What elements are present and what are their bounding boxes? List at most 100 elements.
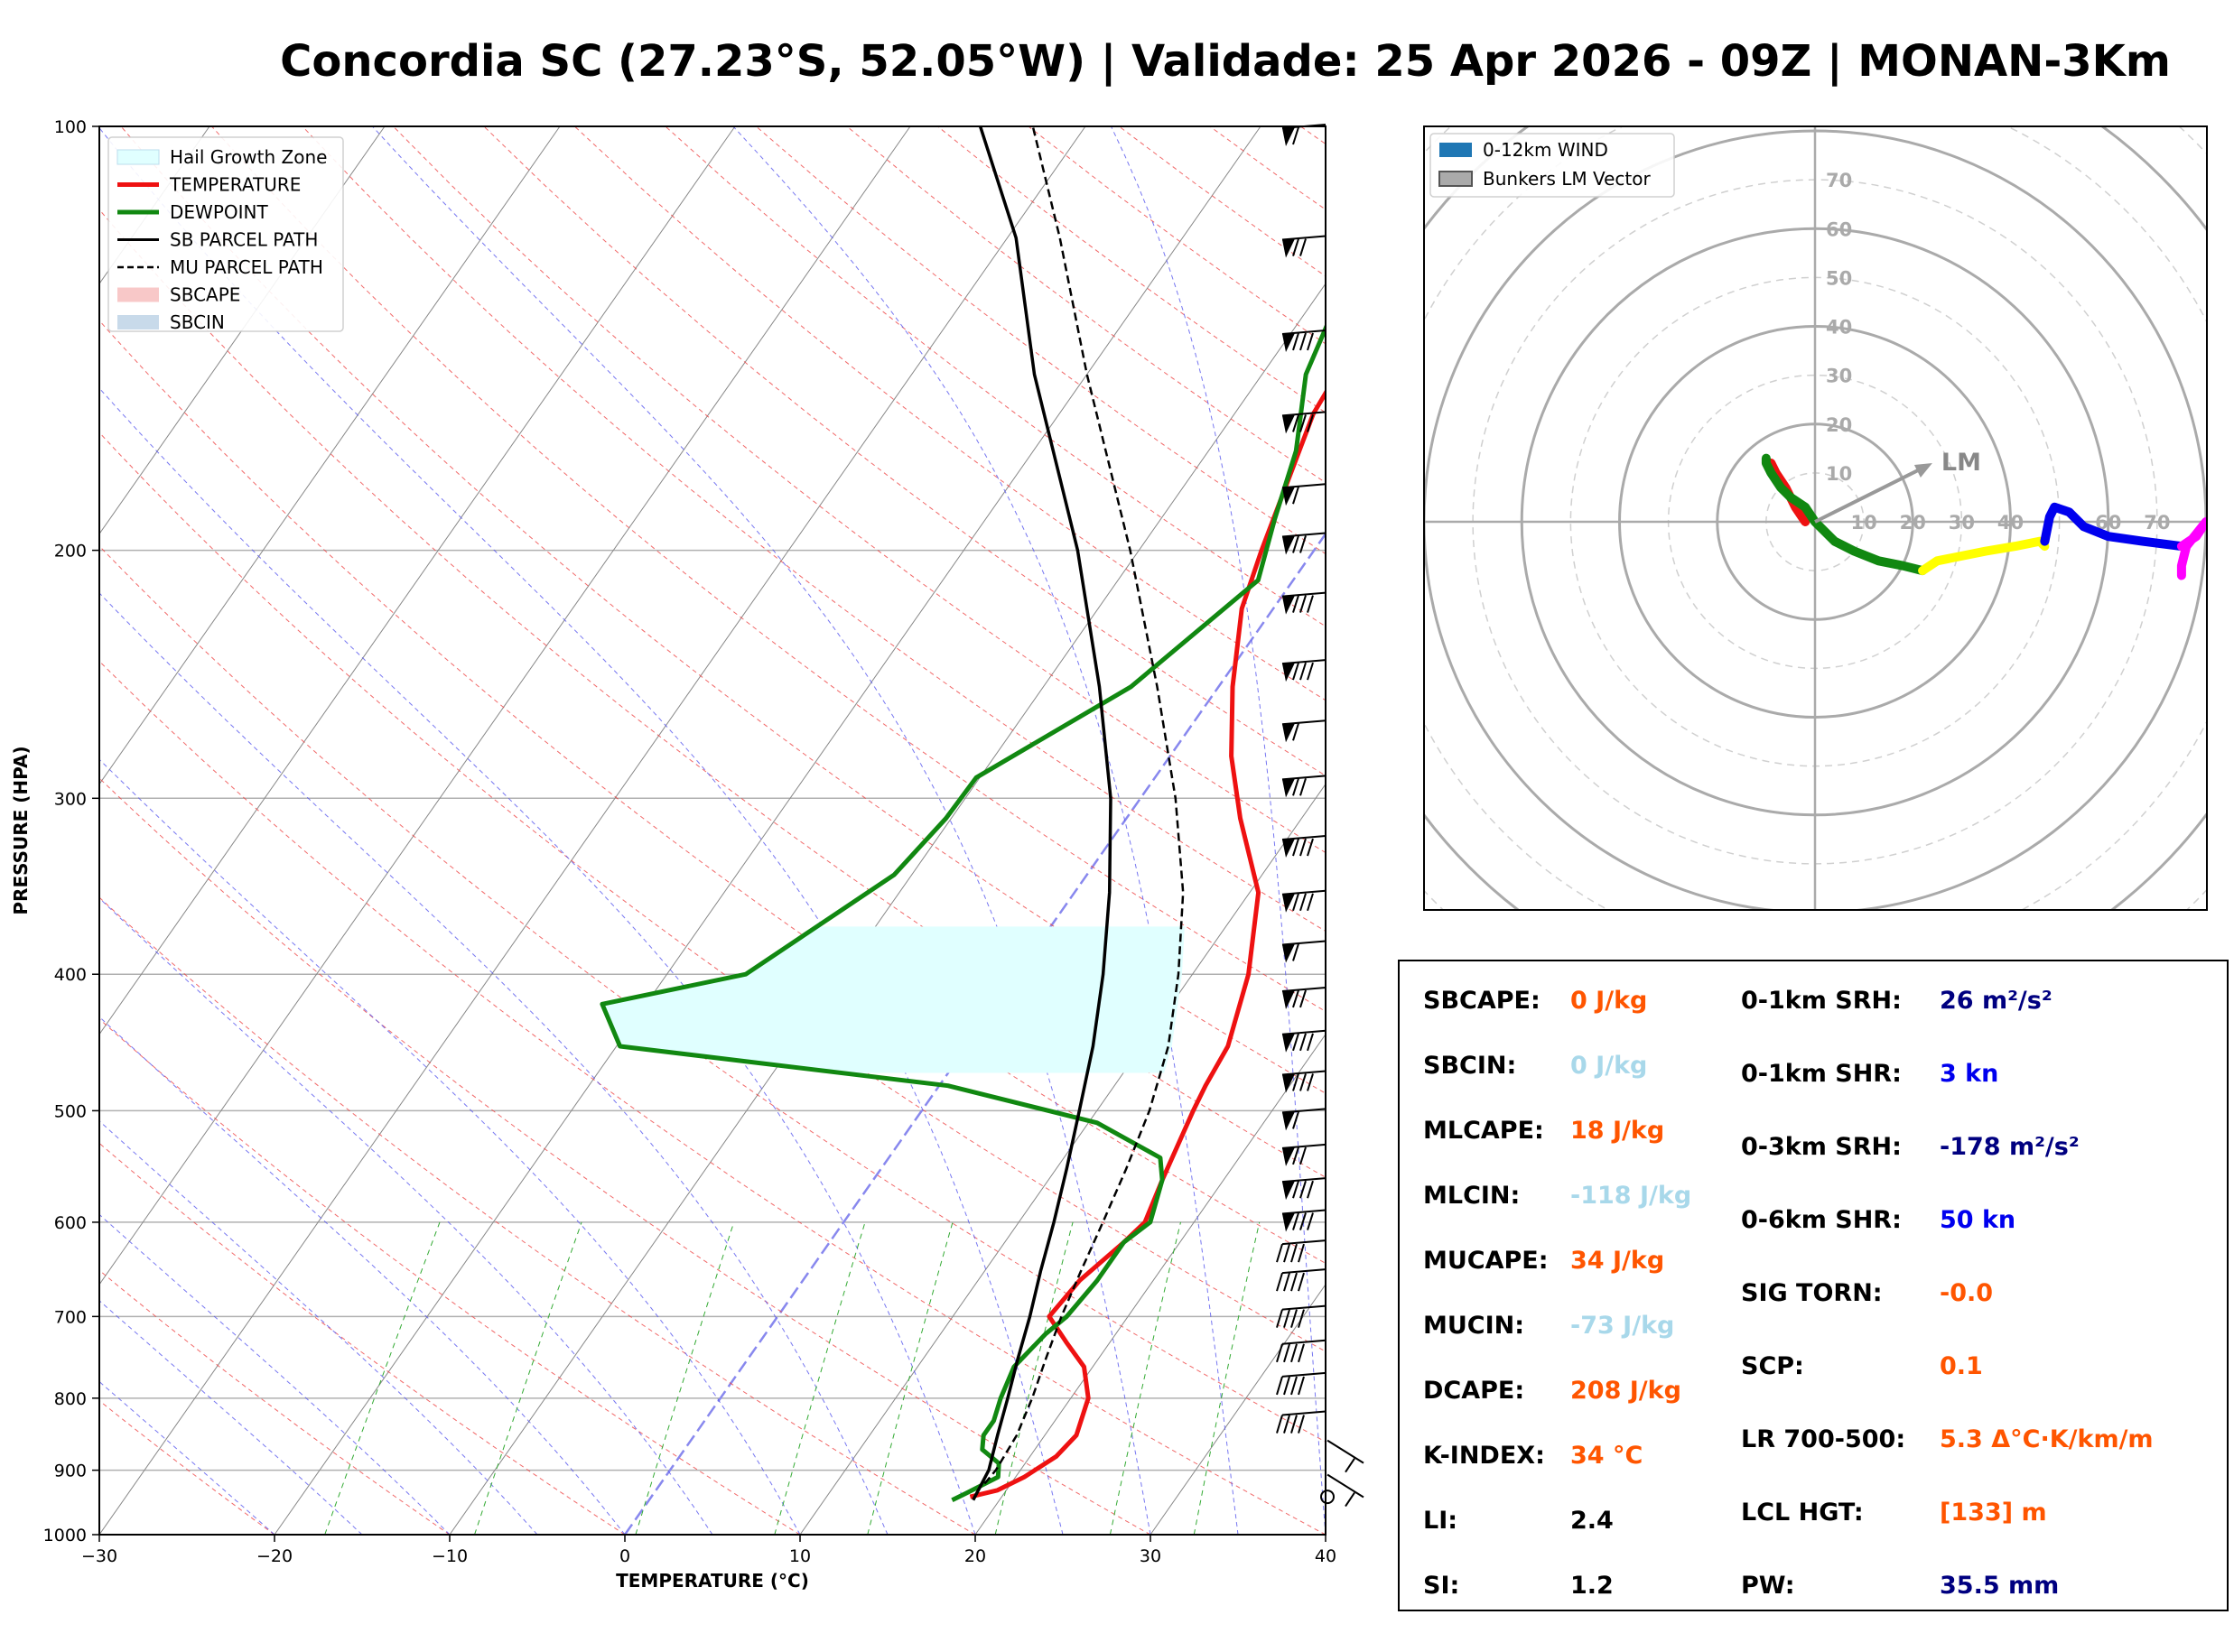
dry-adiabat [99, 777, 1151, 1535]
param-label: K-INDEX: [1423, 1442, 1545, 1470]
param-value: 2.4 [1570, 1507, 1614, 1535]
mixing-ratio-line [994, 1221, 1074, 1535]
isotherm-line [274, 126, 1261, 1535]
param-label: MUCAPE: [1423, 1247, 1549, 1275]
wind-barb [1281, 1070, 1326, 1093]
wind-barb [1326, 1439, 1364, 1473]
moist-adiabat [99, 1380, 275, 1535]
moist-adiabat [99, 126, 1064, 1535]
legend-entry: SB PARCEL PATH [170, 229, 318, 251]
isotherm-line [99, 126, 736, 1035]
skew-t-frame [98, 125, 1326, 1536]
skew-t-legend: Hail Growth Zone TEMPERATURE DEWPOINT SB PA… [107, 136, 344, 333]
y-tick-label: 1000 [43, 1526, 87, 1545]
param-label: SCP: [1741, 1352, 1804, 1380]
x-axis-label: TEMPERATURE (°C) [616, 1570, 809, 1592]
x-tick-label: −20 [256, 1546, 293, 1566]
wind-barb [1276, 1268, 1326, 1292]
x-tick-label: −30 [81, 1546, 117, 1566]
mixing-ratio-line [867, 1221, 954, 1535]
dry-adiabat [574, 126, 1326, 701]
dry-adiabat [211, 126, 1326, 1012]
param-label: SBCAPE: [1423, 987, 1541, 1015]
isotherm-line [99, 126, 1086, 1535]
param-value: 5.3 Δ°C·K/km/m [1940, 1425, 2154, 1453]
isotherm-line [99, 126, 911, 1285]
wind-barb [1281, 1108, 1326, 1131]
y-tick-label: 200 [54, 542, 87, 561]
wind-barb [1281, 1029, 1326, 1053]
legend-swatch [117, 287, 159, 302]
param-value: 3 kn [1940, 1060, 1999, 1088]
mixing-ratio-line [635, 1221, 735, 1535]
wind-barb [1281, 775, 1326, 798]
param-value: 34 °C [1570, 1442, 1643, 1470]
param-label: 0-3km SRH: [1741, 1133, 1902, 1161]
legend-entry: TEMPERATURE [169, 174, 301, 196]
x-tick-label: 30 [1140, 1546, 1161, 1566]
wind-barb [1281, 835, 1326, 858]
legend-entry: Hail Growth Zone [170, 146, 327, 168]
dry-adiabat [120, 126, 1326, 1094]
wind-barb [1281, 411, 1326, 434]
param-value: [133] m [1940, 1499, 2047, 1527]
legend-entry: MU PARCEL PATH [170, 256, 323, 278]
param-label: MLCIN: [1423, 1182, 1521, 1210]
param-value: 34 J/kg [1570, 1247, 1665, 1275]
wind-barb [1276, 1304, 1326, 1328]
dry-adiabat [99, 1142, 626, 1535]
moist-adiabat [372, 126, 1151, 1535]
legend-entry: SBCIN [170, 311, 225, 333]
y-tick-label: 600 [54, 1213, 87, 1233]
param-label: 0-1km SHR: [1741, 1060, 1902, 1088]
y-tick-label: 900 [54, 1462, 87, 1481]
mixing-ratio-line [474, 1221, 582, 1535]
param-label: MLCAPE: [1423, 1117, 1544, 1145]
legend-swatch [116, 149, 160, 165]
param-label: LR 700-500: [1741, 1425, 1906, 1453]
moist-adiabat [99, 897, 713, 1535]
wind-barb [1281, 591, 1326, 615]
isotherm-line [974, 1033, 1326, 1535]
mixing-ratio-line [774, 1221, 866, 1535]
isotherm-line [799, 783, 1326, 1535]
x-tick-label: −10 [432, 1546, 468, 1566]
param-label: SIG TORN: [1741, 1279, 1883, 1307]
sb-parcel-line [972, 126, 1112, 1501]
y-tick-label: 400 [54, 965, 87, 985]
moist-adiabat [99, 758, 801, 1535]
zero-isotherm-line [623, 532, 1326, 1535]
dry-adiabat [99, 320, 1326, 1265]
wind-barb [1281, 986, 1326, 1009]
legend-entry: SBCAPE [170, 284, 240, 306]
param-value: -118 J/kg [1570, 1182, 1692, 1210]
wind-barb [1276, 1239, 1326, 1263]
x-tick-label: 40 [1315, 1546, 1336, 1566]
calm-wind-marker [1320, 1490, 1335, 1505]
param-label: LCL HGT: [1741, 1499, 1864, 1527]
moist-adiabat [99, 592, 889, 1535]
param-label: MUCIN: [1423, 1312, 1525, 1340]
wind-barb [1276, 1410, 1326, 1434]
param-label: SI: [1423, 1572, 1460, 1600]
param-value: 18 J/kg [1570, 1117, 1665, 1145]
x-tick-label: 0 [619, 1546, 630, 1566]
wind-barb [1281, 532, 1326, 555]
y-tick-label: 100 [54, 117, 87, 137]
param-value: -0.0 [1940, 1279, 1994, 1307]
param-label: PW: [1741, 1572, 1795, 1600]
moist-adiabat [732, 126, 1239, 1535]
moist-adiabat [99, 1016, 626, 1535]
moist-adiabat [1111, 126, 1326, 1535]
dry-adiabat [99, 660, 1326, 1535]
param-value: -178 m²/s² [1940, 1133, 2080, 1161]
param-label: 0-1km SRH: [1741, 987, 1902, 1015]
param-value: 0.1 [1940, 1352, 1983, 1380]
param-value: 26 m²/s² [1940, 987, 2052, 1015]
param-label: 0-6km SHR: [1741, 1206, 1902, 1234]
isotherm-line [99, 126, 386, 535]
legend-swatch [117, 315, 159, 329]
param-label: DCAPE: [1423, 1377, 1525, 1405]
dewpoint-line [600, 322, 1326, 1502]
